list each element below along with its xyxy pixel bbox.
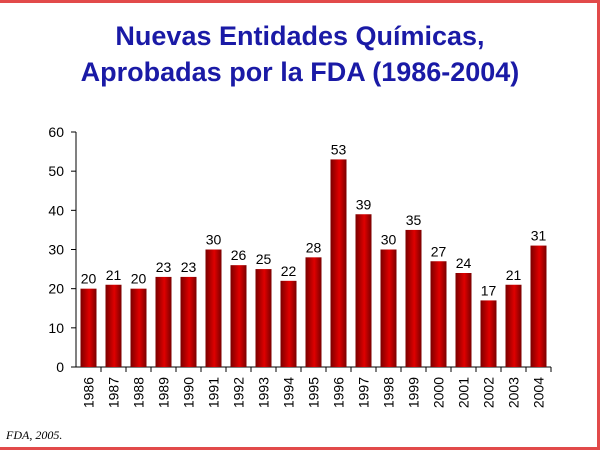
x-tick-label: 1997 — [356, 377, 372, 408]
data-label: 25 — [256, 251, 272, 267]
bar — [405, 229, 422, 367]
x-tick-label: 1999 — [406, 377, 422, 408]
data-label: 27 — [431, 243, 447, 259]
bar — [280, 280, 297, 367]
frame-right-border — [597, 0, 600, 450]
bar — [330, 159, 347, 367]
bar — [505, 284, 522, 367]
data-label: 31 — [531, 228, 547, 244]
y-tick-label: 20 — [48, 281, 64, 297]
bar — [305, 257, 322, 367]
data-label: 26 — [231, 247, 247, 263]
x-tick-label: 2004 — [531, 377, 547, 408]
x-tick-label: 1986 — [81, 377, 97, 408]
chart-title-line-1: Nuevas Entidades Químicas, — [115, 21, 485, 51]
data-label: 28 — [306, 239, 322, 255]
x-tick-label: 2000 — [431, 377, 447, 408]
bar — [455, 273, 472, 367]
data-label: 24 — [456, 255, 472, 271]
y-tick-label: 30 — [48, 242, 64, 258]
bar — [230, 265, 247, 367]
data-label: 39 — [356, 196, 372, 212]
data-label: 23 — [156, 259, 172, 275]
x-tick-label: 1990 — [181, 377, 197, 408]
frame-top-border — [0, 0, 600, 3]
y-tick-label: 40 — [48, 202, 64, 218]
x-tick-label: 1995 — [306, 377, 322, 408]
data-label: 21 — [506, 267, 522, 283]
x-tick-label: 1988 — [131, 377, 147, 408]
chart-title-line-2: Aprobadas por la FDA (1986-2004) — [80, 57, 520, 87]
data-label: 21 — [106, 267, 122, 283]
data-label: 20 — [81, 271, 97, 287]
x-tick-label: 2003 — [506, 377, 522, 408]
x-tick-label: 1993 — [256, 377, 272, 408]
bar — [380, 249, 397, 367]
data-label: 23 — [181, 259, 197, 275]
bar — [105, 284, 122, 367]
data-label: 22 — [281, 263, 297, 279]
y-tick-label: 10 — [48, 320, 64, 336]
bar — [130, 288, 147, 367]
x-tick-label: 1996 — [331, 377, 347, 408]
bar — [180, 276, 197, 367]
y-tick-label: 0 — [56, 359, 64, 375]
data-label: 17 — [481, 282, 497, 298]
x-tick-label: 1992 — [231, 377, 247, 408]
x-tick-label: 1994 — [281, 377, 297, 408]
y-tick-label: 50 — [48, 163, 64, 179]
bar — [530, 245, 547, 367]
bar — [430, 261, 447, 367]
x-tick-label: 1987 — [106, 377, 122, 408]
x-tick-label: 2001 — [456, 377, 472, 408]
data-label: 20 — [131, 271, 147, 287]
x-tick-label: 1991 — [206, 377, 222, 408]
data-label: 53 — [331, 141, 347, 157]
bar — [80, 288, 97, 367]
bar — [480, 300, 497, 367]
x-tick-label: 2002 — [481, 377, 497, 408]
bar — [255, 269, 272, 367]
bar — [355, 214, 372, 367]
data-label: 35 — [406, 212, 422, 228]
source-note: FDA, 2005. — [6, 428, 63, 442]
data-label: 30 — [381, 232, 397, 248]
bar — [155, 276, 172, 367]
y-tick-label: 60 — [48, 124, 64, 140]
data-label: 30 — [206, 232, 222, 248]
frame-bottom-border — [0, 447, 600, 450]
x-tick-label: 1989 — [156, 377, 172, 408]
bar — [205, 249, 222, 367]
chart-title: Nuevas Entidades Químicas, Aprobadas por… — [0, 18, 600, 90]
x-tick-label: 1998 — [381, 377, 397, 408]
